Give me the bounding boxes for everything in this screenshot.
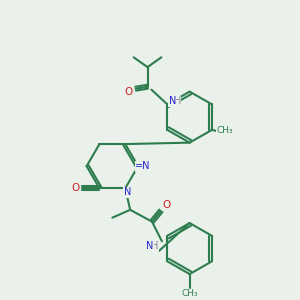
Text: N: N bbox=[124, 187, 131, 197]
Text: O: O bbox=[163, 200, 171, 210]
Text: CH₃: CH₃ bbox=[181, 289, 198, 298]
Text: H: H bbox=[173, 96, 181, 106]
Text: H: H bbox=[151, 241, 159, 251]
Text: N: N bbox=[146, 241, 154, 251]
Text: O: O bbox=[72, 183, 80, 193]
Text: =N: =N bbox=[135, 161, 151, 171]
Text: O: O bbox=[124, 87, 133, 97]
Text: CH₃: CH₃ bbox=[217, 126, 233, 135]
Text: N: N bbox=[169, 96, 176, 106]
